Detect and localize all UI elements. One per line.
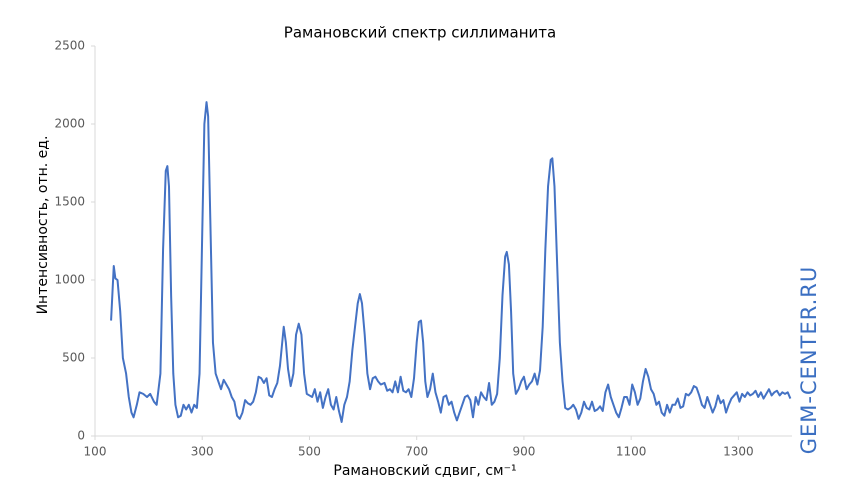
x-tick-label: 100: [84, 445, 107, 459]
x-tick-label: 500: [298, 445, 321, 459]
x-tick-label: 300: [191, 445, 214, 459]
y-tick-label: 0: [77, 429, 85, 443]
y-tick-label: 1000: [54, 273, 85, 287]
y-tick-label: 1500: [54, 195, 85, 209]
spectrum-line: [110, 101, 792, 423]
x-tick-label: 1100: [616, 445, 647, 459]
x-tick-label: 1300: [723, 445, 754, 459]
watermark: GEM-CENTER.RU: [797, 266, 821, 454]
x-axis-title: Рамановский сдвиг, см⁻¹: [333, 463, 516, 479]
y-tick-label: 500: [62, 351, 85, 365]
y-tick-label: 2000: [54, 117, 85, 131]
y-tick-label: 2500: [54, 39, 85, 53]
x-tick-label: 900: [512, 445, 535, 459]
y-axis-title: Интенсивность, отн. ед.: [35, 136, 51, 315]
chart-title: Рамановский спектр силлиманита: [284, 24, 556, 42]
x-tick-label: 700: [405, 445, 428, 459]
